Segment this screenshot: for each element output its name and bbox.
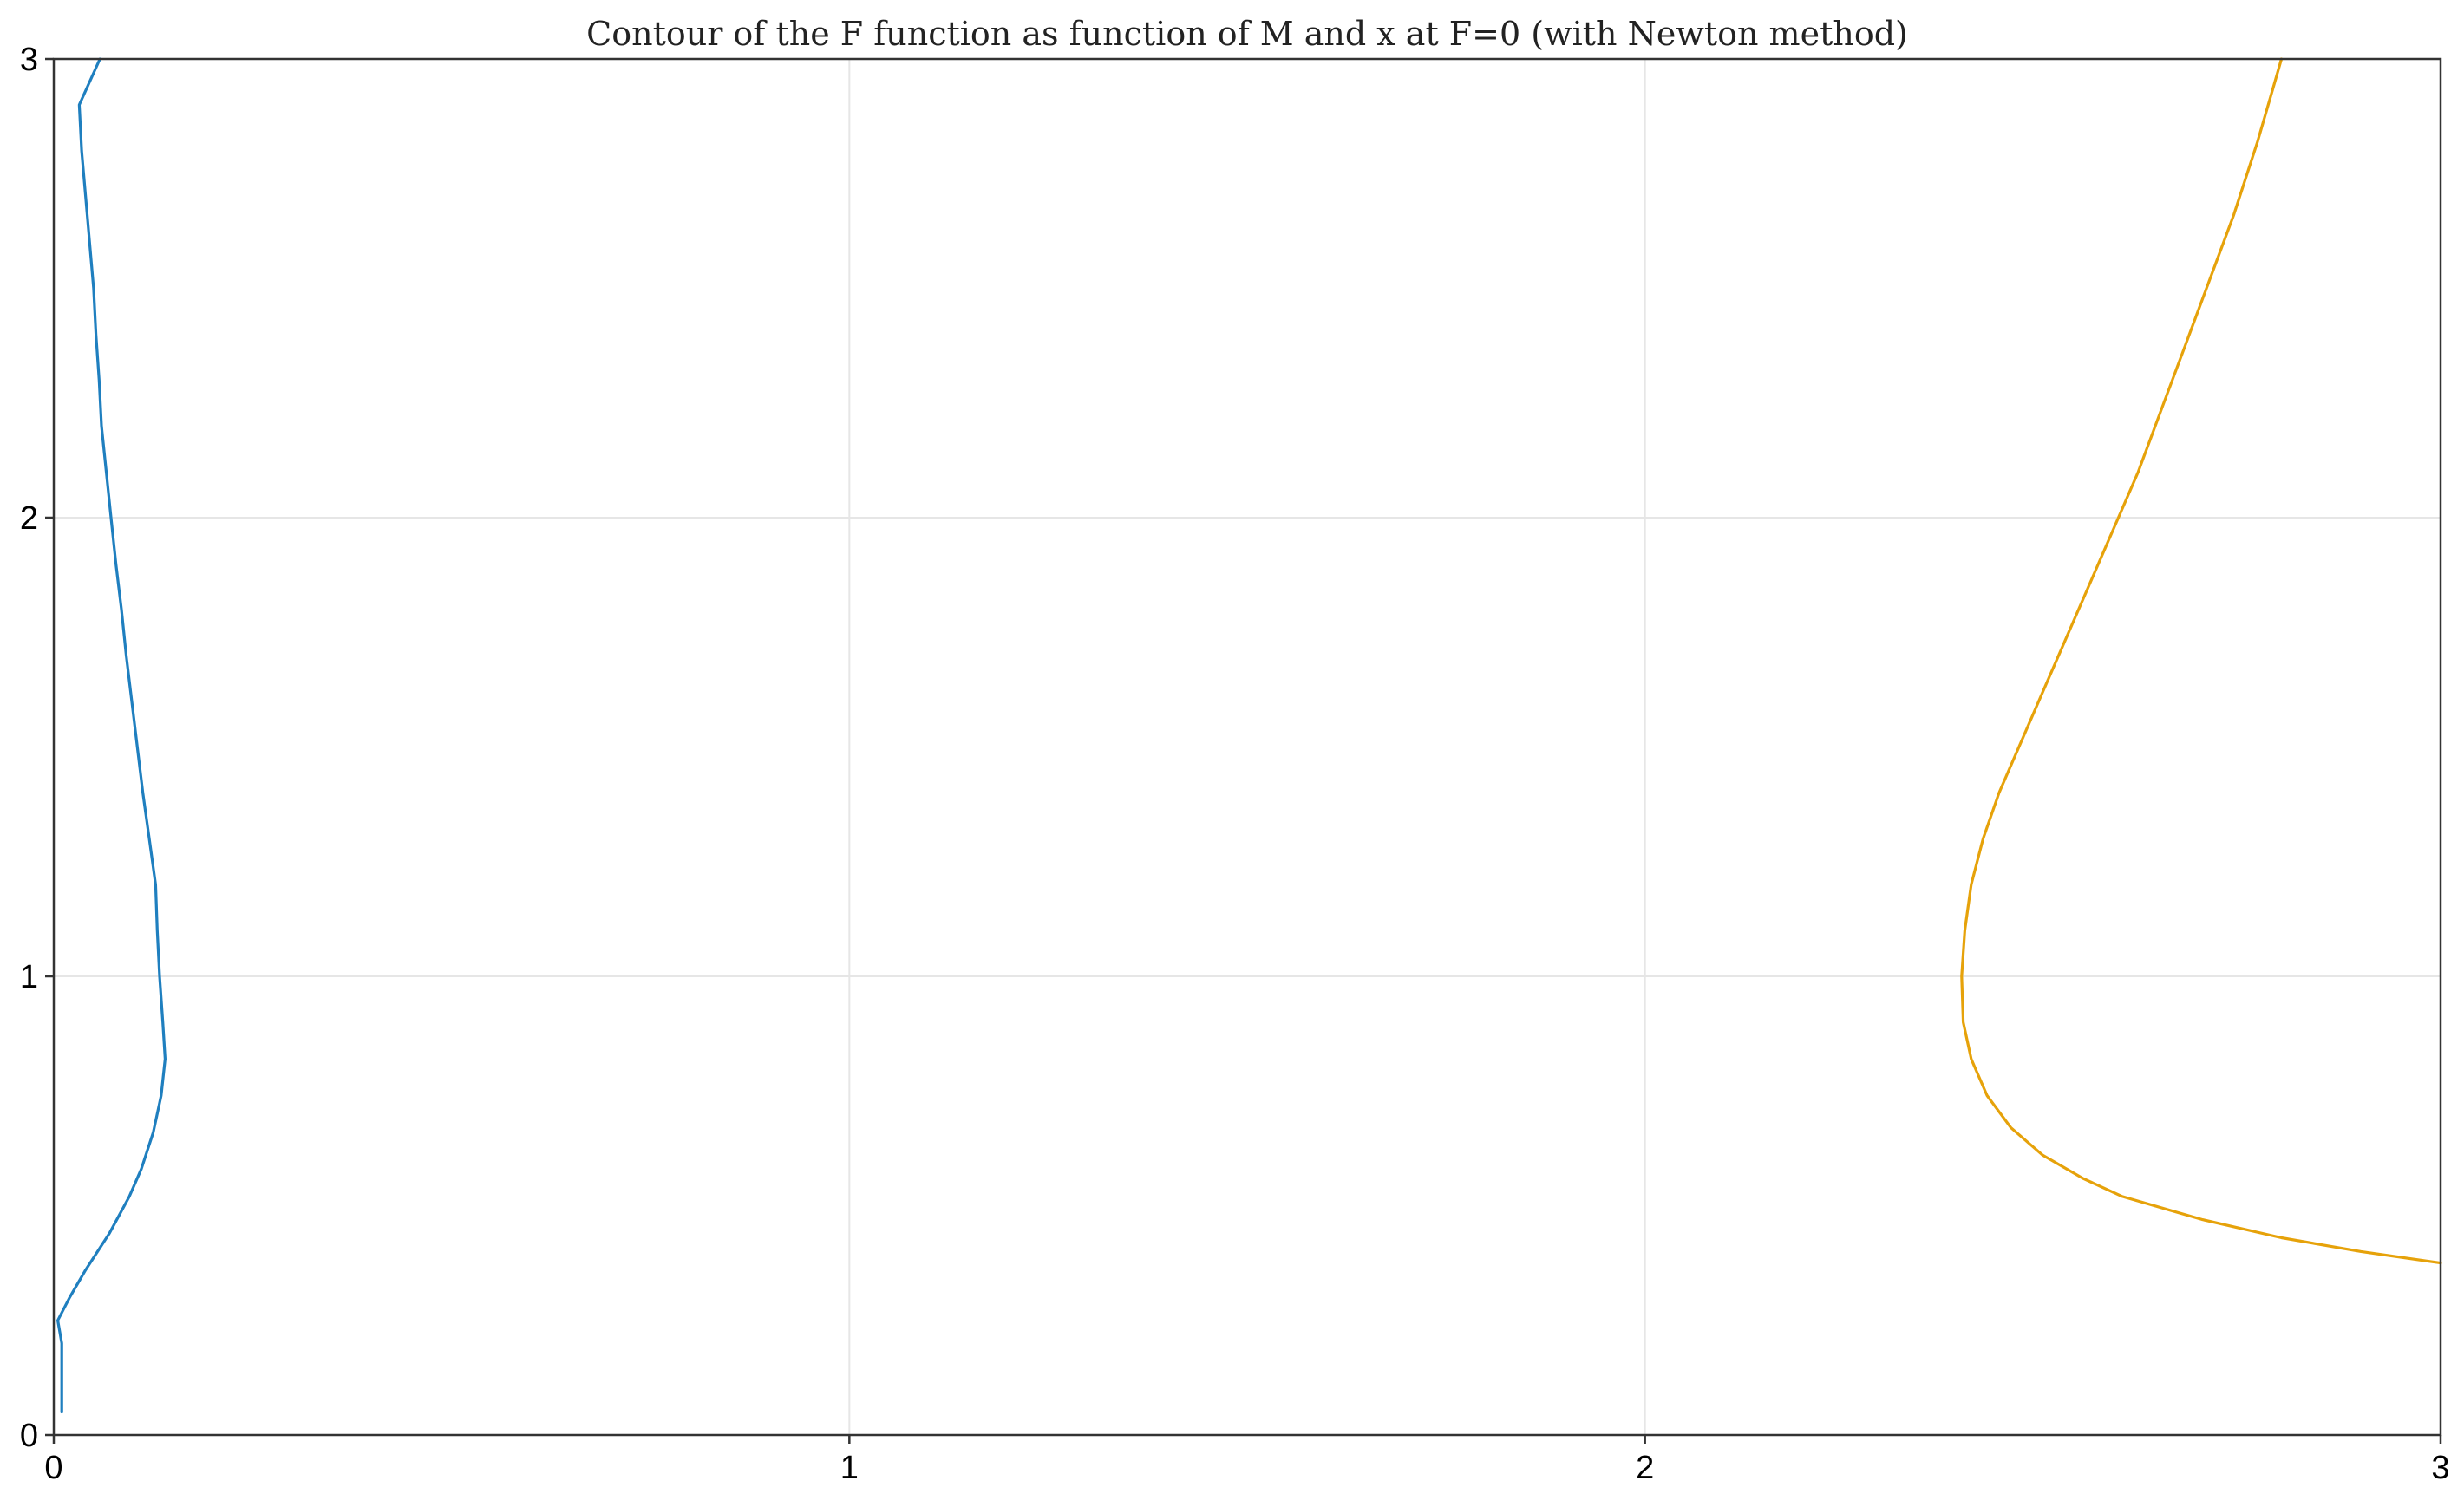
contour-line-1 — [56, 57, 167, 1414]
x-tick-label: 3 — [2431, 1450, 2449, 1486]
axis-ticks: 0 1 2 3 0 1 2 3 — [20, 42, 2450, 1486]
y-tick-label: 1 — [20, 959, 38, 995]
x-tick-label: 0 — [44, 1450, 62, 1486]
x-tick-label: 1 — [840, 1450, 859, 1486]
contour-line-2 — [1960, 57, 2442, 1265]
y-tick-label: 0 — [20, 1418, 38, 1454]
y-tick-label: 2 — [20, 500, 38, 537]
grid — [54, 59, 2441, 1435]
chart-title: Contour of the F function as function of… — [586, 15, 1908, 53]
y-tick-label: 3 — [20, 42, 38, 78]
plot-frame — [52, 57, 2442, 1437]
x-tick-label: 2 — [1636, 1450, 1654, 1486]
series-layer — [56, 57, 2442, 1414]
